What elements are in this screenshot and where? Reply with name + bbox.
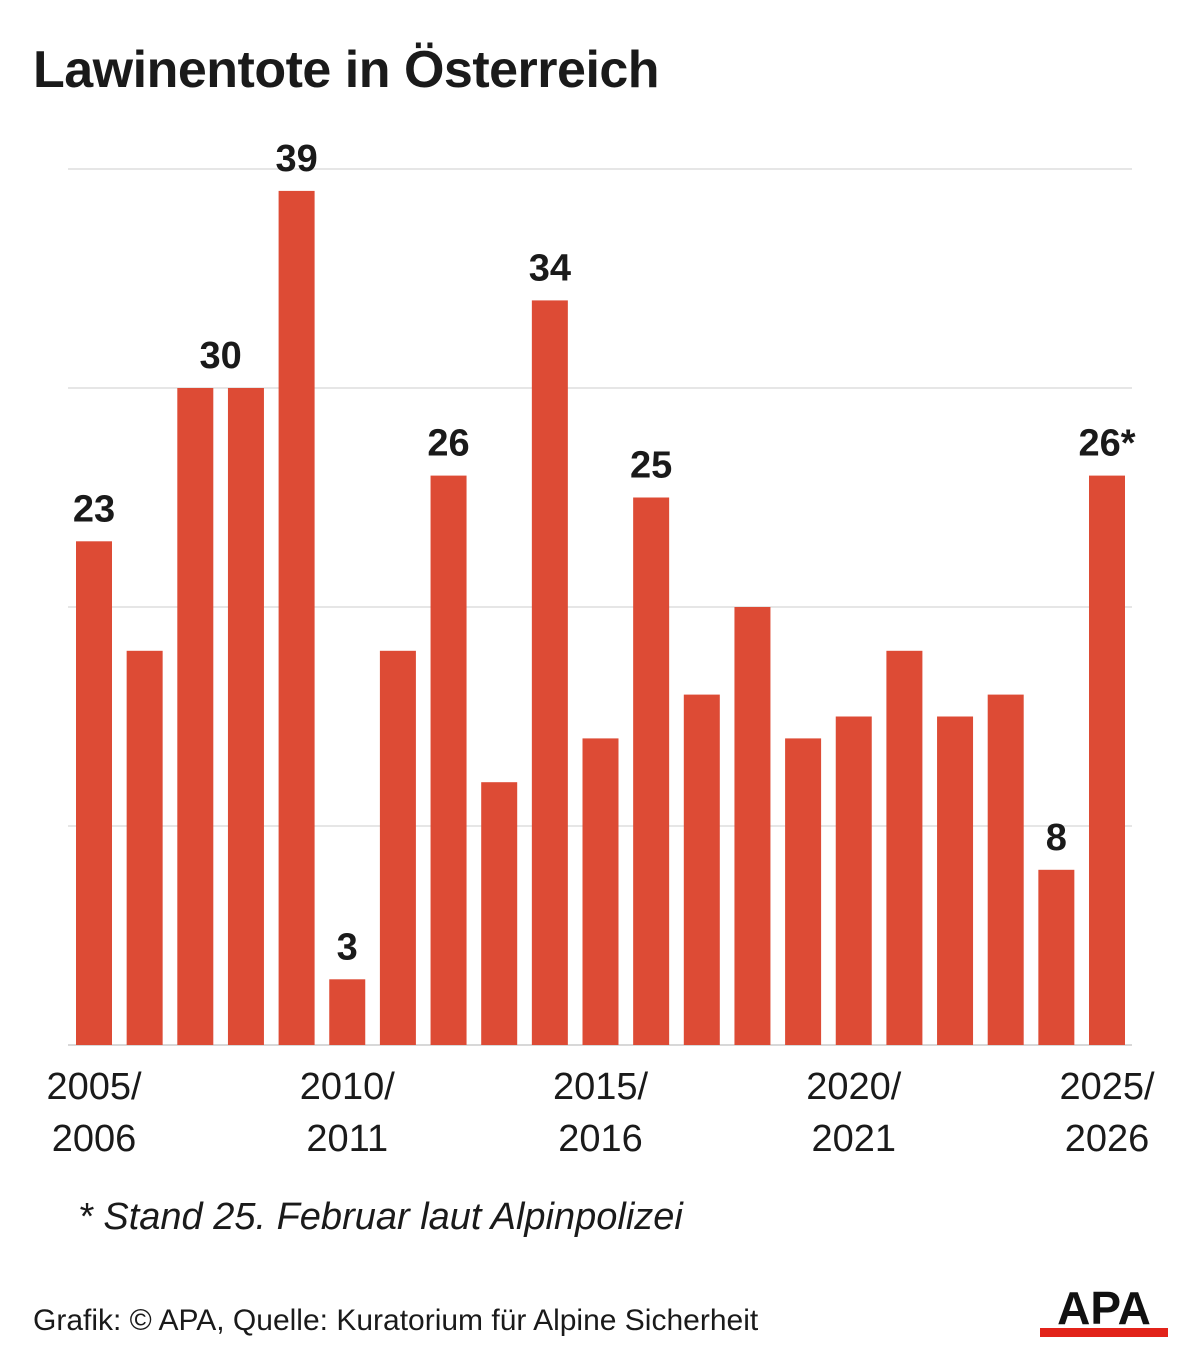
bar (76, 541, 112, 1045)
x-tick-label: 2010/ (300, 1066, 396, 1108)
data-label: 26 (427, 423, 469, 465)
bar (633, 497, 670, 1045)
svg-text:APA: APA (1057, 1284, 1151, 1334)
bar (683, 694, 720, 1045)
apa-logo: APA (1040, 1284, 1168, 1337)
data-label: 34 (529, 247, 571, 289)
x-tick-label: 2016 (558, 1118, 643, 1160)
bar (278, 190, 315, 1045)
bar (886, 650, 923, 1045)
chart-title: Lawinentote in Österreich (33, 41, 660, 99)
bar (227, 388, 264, 1045)
bar (582, 738, 619, 1045)
x-tick-label: 2015/ (553, 1066, 649, 1108)
bar (430, 475, 467, 1046)
bar (126, 650, 163, 1045)
x-tick-label: 2011 (306, 1118, 388, 1160)
data-label: 26* (1078, 423, 1135, 465)
bar (481, 782, 518, 1045)
bar (1089, 475, 1125, 1046)
bar (1038, 869, 1075, 1045)
x-tick-label: 2006 (52, 1118, 137, 1160)
data-label: 23 (73, 488, 115, 530)
x-tick-label: 2021 (811, 1118, 896, 1160)
data-label: 30 (199, 335, 241, 377)
x-tick-label: 2005/ (46, 1066, 142, 1108)
x-tick-label: 2026 (1065, 1118, 1150, 1160)
bar (835, 716, 872, 1045)
footnote: * Stand 25. Februar laut Alpinpolizei (78, 1196, 683, 1238)
bar (937, 716, 974, 1045)
bar (329, 979, 366, 1045)
data-label: 3 (337, 926, 358, 968)
source-credit: Grafik: © APA, Quelle: Kuratorium für Al… (33, 1304, 759, 1337)
bar (734, 607, 771, 1045)
bar (531, 300, 568, 1045)
data-label: 8 (1046, 817, 1067, 859)
x-tick-label: 2025/ (1059, 1066, 1155, 1108)
bar (785, 738, 822, 1045)
data-label: 25 (630, 445, 672, 487)
bar (987, 694, 1024, 1045)
x-tick-label: 2020/ (806, 1066, 902, 1108)
data-label: 39 (275, 138, 317, 180)
bar-chart: 23 30 39 3 26 34 25 8 26* 2005/2006 2010/2011 2015/… (46, 138, 1155, 1160)
bar (379, 650, 416, 1045)
bar (177, 388, 214, 1045)
